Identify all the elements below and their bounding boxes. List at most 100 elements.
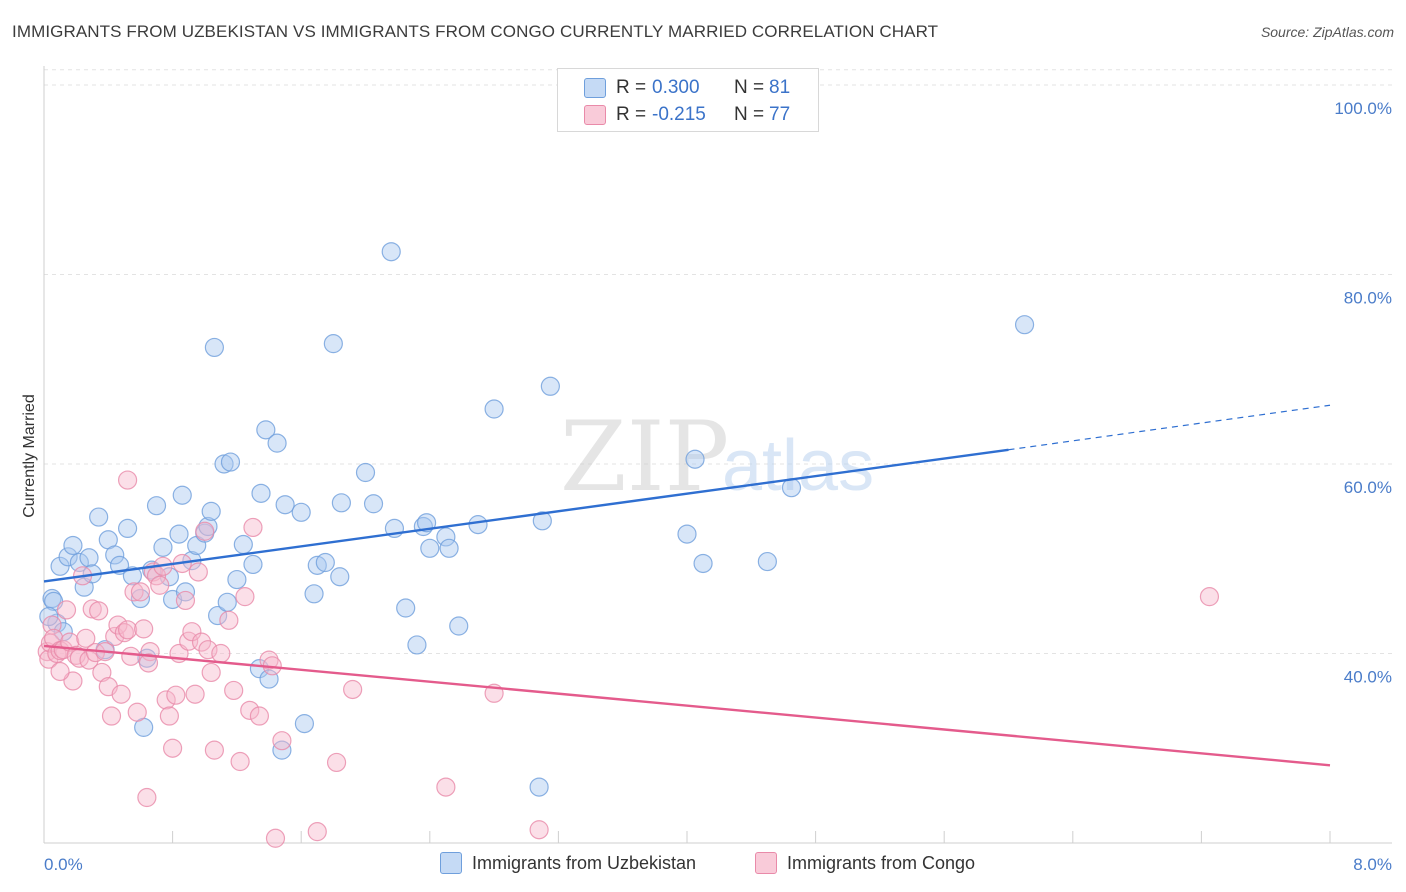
source-label: Source: ZipAtlas.com bbox=[1260, 24, 1394, 40]
bottom-legend-label-congo: Immigrants from Congo bbox=[787, 853, 976, 873]
data-point bbox=[330, 567, 350, 587]
legend-n-value: 81 bbox=[769, 77, 791, 98]
data-point bbox=[265, 828, 286, 848]
data-point bbox=[204, 740, 224, 760]
legend-n-label: N = bbox=[734, 77, 765, 98]
data-point bbox=[326, 752, 347, 773]
legend-swatch-congo bbox=[584, 105, 606, 125]
data-point bbox=[272, 731, 292, 751]
data-point bbox=[323, 334, 343, 354]
data-point bbox=[436, 777, 456, 797]
data-point bbox=[407, 635, 427, 655]
data-point bbox=[532, 511, 552, 531]
data-point bbox=[58, 547, 78, 567]
data-point bbox=[182, 622, 202, 642]
data-point bbox=[757, 551, 777, 572]
data-point bbox=[127, 702, 147, 722]
data-point bbox=[540, 376, 560, 396]
bottom-legend-label-uzbekistan: Immigrants from Uzbekistan bbox=[472, 853, 697, 873]
data-point bbox=[243, 554, 263, 575]
data-point bbox=[63, 535, 83, 556]
y-tick-label: 60.0% bbox=[1344, 478, 1392, 497]
data-point bbox=[693, 553, 713, 574]
legend-n-label: N = bbox=[734, 104, 765, 125]
data-point bbox=[1199, 587, 1220, 607]
data-point bbox=[56, 600, 77, 620]
data-point bbox=[201, 662, 221, 683]
legend-r-label: R = bbox=[616, 104, 647, 125]
data-point bbox=[355, 462, 376, 483]
y-tick-label: 40.0% bbox=[1344, 667, 1392, 686]
data-point bbox=[294, 714, 315, 734]
data-point bbox=[230, 751, 250, 772]
data-point bbox=[331, 493, 351, 513]
legend-r-value: -0.215 bbox=[652, 104, 706, 125]
data-point bbox=[304, 584, 324, 604]
data-point bbox=[121, 646, 141, 666]
data-point bbox=[156, 690, 176, 710]
data-point bbox=[315, 552, 335, 573]
data-point bbox=[172, 485, 192, 505]
data-point bbox=[89, 601, 109, 621]
watermark-zip: ZIP bbox=[560, 401, 729, 513]
data-point bbox=[105, 545, 125, 565]
data-point bbox=[137, 787, 157, 808]
data-point bbox=[251, 483, 271, 503]
data-point bbox=[204, 337, 224, 358]
trend-line-congo bbox=[43, 644, 1331, 767]
data-point bbox=[63, 671, 83, 691]
data-point bbox=[291, 502, 311, 522]
x-tick-label: 0.0% bbox=[44, 855, 83, 874]
data-point bbox=[124, 582, 144, 602]
data-point bbox=[111, 684, 131, 704]
data-point bbox=[101, 706, 122, 726]
data-point bbox=[117, 518, 138, 539]
data-point bbox=[449, 616, 469, 636]
data-point bbox=[243, 517, 263, 538]
chart-title: IMMIGRANTS FROM UZBEKISTAN VS IMMIGRANTS… bbox=[12, 22, 939, 41]
data-point bbox=[484, 399, 504, 419]
bottom-legend-swatch-congo bbox=[755, 852, 777, 874]
data-point bbox=[134, 619, 154, 639]
watermark: ZIP atlas bbox=[560, 401, 874, 513]
axes bbox=[43, 66, 1392, 844]
data-point bbox=[175, 590, 196, 611]
x-tick-label: 8.0% bbox=[1353, 855, 1392, 874]
data-point bbox=[117, 620, 138, 640]
data-point bbox=[89, 507, 109, 527]
data-point bbox=[191, 632, 212, 652]
legend-r-value: 0.300 bbox=[652, 77, 700, 98]
data-point bbox=[233, 534, 253, 555]
data-point bbox=[163, 738, 183, 758]
y-tick-label: 80.0% bbox=[1344, 288, 1392, 307]
data-point bbox=[1014, 315, 1035, 335]
series-uzbekistan bbox=[39, 242, 1035, 797]
data-point bbox=[76, 628, 96, 648]
data-point bbox=[201, 501, 221, 521]
y-axis-title: Currently Married bbox=[21, 394, 38, 518]
data-point bbox=[219, 610, 239, 630]
legend-r-label: R = bbox=[616, 77, 647, 98]
data-point bbox=[396, 598, 416, 618]
data-point bbox=[420, 538, 440, 558]
legend-swatch-uzbekistan bbox=[584, 78, 606, 98]
data-point bbox=[66, 645, 86, 665]
data-point bbox=[79, 548, 99, 568]
data-point bbox=[122, 566, 143, 586]
data-point bbox=[439, 538, 459, 558]
data-point bbox=[146, 496, 167, 516]
data-point bbox=[343, 679, 363, 700]
data-point bbox=[108, 615, 128, 635]
trend-line-extension bbox=[1008, 404, 1331, 451]
data-point bbox=[685, 449, 705, 469]
data-point bbox=[159, 706, 179, 726]
data-point bbox=[138, 653, 159, 673]
data-point bbox=[267, 433, 287, 453]
data-point bbox=[224, 680, 244, 701]
y-tick-label: 100.0% bbox=[1334, 99, 1392, 118]
data-point bbox=[150, 575, 170, 595]
data-point bbox=[185, 684, 205, 704]
data-point bbox=[256, 420, 276, 440]
data-point bbox=[220, 452, 241, 472]
